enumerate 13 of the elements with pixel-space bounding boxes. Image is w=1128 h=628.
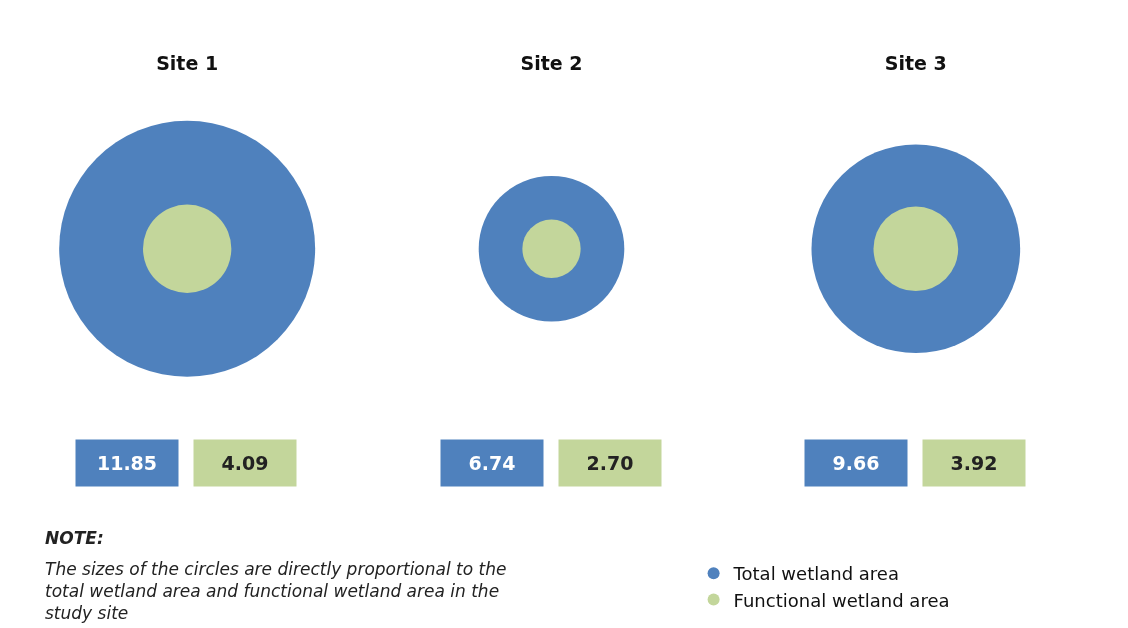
data-label: 6.74 — [468, 452, 516, 474]
data-label: 4.09 — [221, 452, 269, 474]
category-label: Site 1 — [156, 52, 219, 75]
data-label: 3.92 — [950, 452, 998, 474]
text: The sizes of the circles are directly proportional to the total wetland area and functional wetland area in the study site — [45, 559, 507, 624]
legend-label: Total wetland area — [732, 563, 899, 585]
category-label: Site 3 — [884, 52, 947, 75]
text: NOTE: — [45, 528, 104, 548]
legend-label: Functional wetland area — [733, 589, 950, 611]
data-label: 11.85 — [96, 452, 158, 474]
data-label: 9.66 — [832, 452, 880, 474]
data-label: 2.70 — [586, 452, 634, 474]
category-label: Site 2 — [520, 52, 583, 75]
